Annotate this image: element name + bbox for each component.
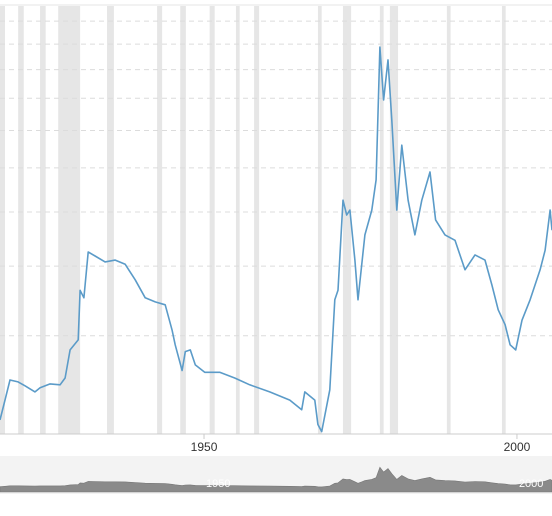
series-line	[0, 46, 552, 433]
shaded-band	[379, 6, 384, 434]
navigator-label: 2000	[519, 478, 543, 490]
shaded-band	[446, 6, 451, 434]
shaded-band	[209, 6, 215, 434]
shaded-band	[58, 6, 81, 434]
x-tick-label: 1950	[191, 440, 218, 454]
shaded-band	[180, 6, 186, 434]
shaded-band	[342, 6, 352, 434]
shaded-band	[0, 6, 6, 434]
shaded-band	[18, 6, 24, 434]
shaded-band	[107, 6, 114, 434]
shaded-band	[254, 6, 260, 434]
shaded-band	[40, 6, 46, 434]
shaded-band	[501, 6, 506, 434]
x-tick-label: 2000	[504, 440, 531, 454]
shaded-band	[157, 6, 163, 434]
navigator-label: 1950	[206, 478, 230, 490]
shaded-band	[389, 6, 399, 434]
navigator-area	[0, 466, 552, 493]
shaded-band	[317, 6, 322, 434]
shaded-band	[235, 6, 240, 434]
